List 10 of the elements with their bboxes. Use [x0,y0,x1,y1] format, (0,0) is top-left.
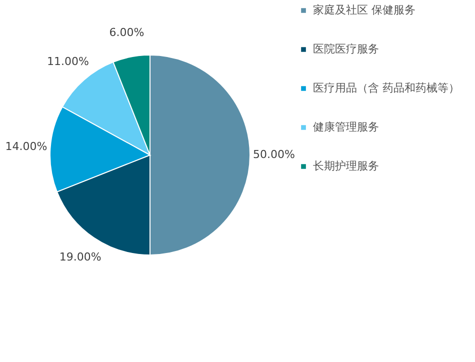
legend-label: 长期护理服务 [313,160,379,172]
data-label: 11.00% [47,54,89,68]
data-label: 14.00% [5,140,48,154]
data-label: 50.00% [253,148,295,161]
data-label: 19.00% [59,250,102,264]
legend-label: 家庭及社区 保健服务 [313,4,416,16]
legend-label: 医院医疗服务 [313,42,379,56]
data-label: 6.00% [109,26,144,40]
legend-label: 医疗用品（含 药品和药械等） [313,82,460,94]
legend-label: 健康管理服务 [313,120,379,134]
